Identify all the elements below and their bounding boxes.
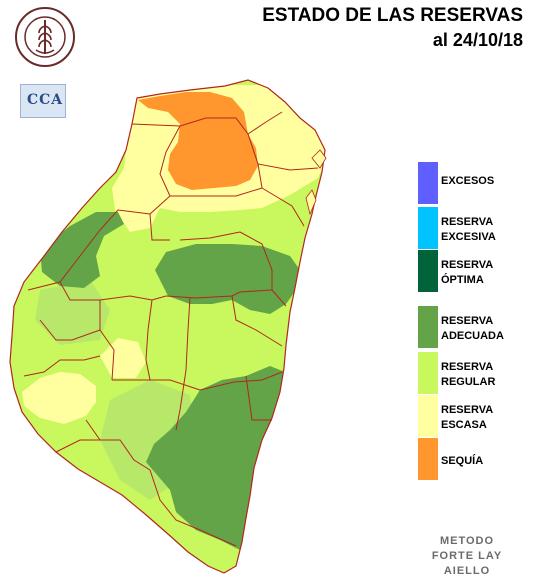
legend-item-reserva-excesiva: RESERVA EXCESIVA [418, 207, 538, 249]
region-reserva-escasa-west [22, 372, 96, 424]
title-date: al 24/10/18 [432, 30, 523, 50]
legend-swatch [418, 250, 438, 292]
department-boundaries [23, 111, 319, 547]
legend-item-sequia: SEQUÍA [418, 438, 538, 480]
legend-swatch [418, 162, 438, 204]
legend-label: ÓPTIMA [441, 274, 484, 286]
legend-label: EXCESIVA [441, 231, 496, 243]
legend-label: ESCASA [441, 419, 487, 431]
cca-logo-text: CCA [27, 92, 64, 108]
region-reserva-adecuada-west [40, 212, 124, 288]
legend-label: RESERVA [441, 259, 494, 271]
cca-logo: CCA [20, 84, 66, 118]
method-note: METODO FORTE LAY AIELLO [414, 534, 520, 579]
legend-label: RESERVA [441, 216, 494, 228]
entre-rios-map [9, 79, 327, 574]
region-reserva-adecuada-south [146, 366, 290, 550]
legend-item-reserva-optima: RESERVA ÓPTIMA [418, 250, 538, 292]
legend-swatch [418, 438, 438, 480]
legend-item-reserva-regular: RESERVA REGULAR [418, 352, 538, 394]
legend-swatch [418, 352, 438, 394]
legend-item-reserva-escasa: RESERVA ESCASA [418, 395, 538, 437]
legend-label: ADECUADA [441, 330, 504, 342]
region-regular-dark-west [35, 280, 110, 345]
region-reserva-adecuada-center [155, 244, 300, 314]
method-line-3: AIELLO [443, 565, 491, 577]
legend-label: RESERVA [441, 361, 494, 373]
map-title: ESTADO DE LAS RESERVAS al 24/10/18 [262, 4, 523, 52]
region-reserva-escasa-center [100, 338, 146, 378]
title-line-1: ESTADO DE LAS RESERVAS [262, 5, 523, 26]
legend-item-reserva-adecuada: RESERVA ADECUADA [418, 306, 538, 348]
legend-label: RESERVA [441, 404, 494, 416]
bolsa-de-cereales-logo-icon [15, 7, 75, 67]
legend-swatch [418, 306, 438, 348]
method-line-2: FORTE LAY [431, 550, 503, 562]
legend-label: SEQUÍA [441, 455, 484, 467]
legend-label: RESERVA [441, 315, 494, 327]
legend-label: EXCESOS [441, 175, 495, 187]
method-line-1: METODO [439, 535, 495, 547]
region-sequia [138, 92, 258, 190]
legend-swatch [418, 395, 438, 437]
river-islands [305, 149, 327, 216]
legend-swatch [418, 207, 438, 249]
legend-item-excesos: EXCESOS [418, 162, 538, 204]
legend-label: REGULAR [441, 376, 496, 388]
